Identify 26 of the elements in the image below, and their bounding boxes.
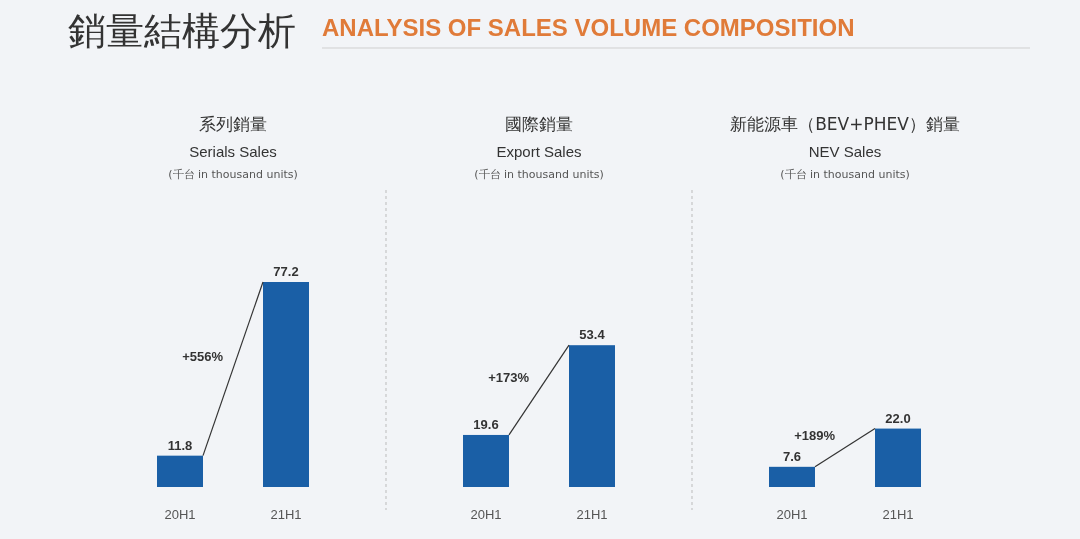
data-label: 53.4	[579, 327, 606, 343]
chart-title: 系列銷量	[199, 114, 267, 134]
text: (千台 in thousand units)	[780, 168, 910, 181]
chart-subtitle: Export Sales	[496, 143, 582, 160]
data-label: 11.8	[167, 437, 193, 453]
data-label: 7.6	[782, 448, 802, 464]
chart-subtitle: NEV Sales	[808, 143, 882, 160]
chart-title: 新能源車（BEV+PHEV）銷量	[730, 114, 960, 134]
data-label: 22.0	[885, 410, 911, 426]
text: (千台 in thousand units)	[474, 168, 604, 181]
chart-subtitle: Serials Sales	[189, 143, 277, 160]
chart-title: 國際銷量	[505, 114, 573, 134]
x-tick-label: 20H1	[470, 507, 502, 522]
text: ANALYSIS OF SALES VOLUME COMPOSITION	[322, 14, 855, 41]
x-tick-label: 20H1	[776, 507, 808, 522]
annotation: +173%	[488, 370, 530, 386]
x-tick-label: 21H1	[576, 507, 608, 522]
text: (千台 in thousand units)	[168, 168, 298, 181]
annotation: +189%	[794, 427, 836, 443]
x-tick-label: 21H1	[270, 507, 302, 522]
data-label: 19.6	[473, 416, 499, 432]
annotation: +556%	[182, 348, 224, 364]
x-tick-label: 21H1	[882, 507, 914, 522]
data-label: 77.2	[273, 264, 299, 279]
x-tick-label: 20H1	[164, 507, 196, 522]
text: 銷量結構分析	[68, 9, 296, 53]
